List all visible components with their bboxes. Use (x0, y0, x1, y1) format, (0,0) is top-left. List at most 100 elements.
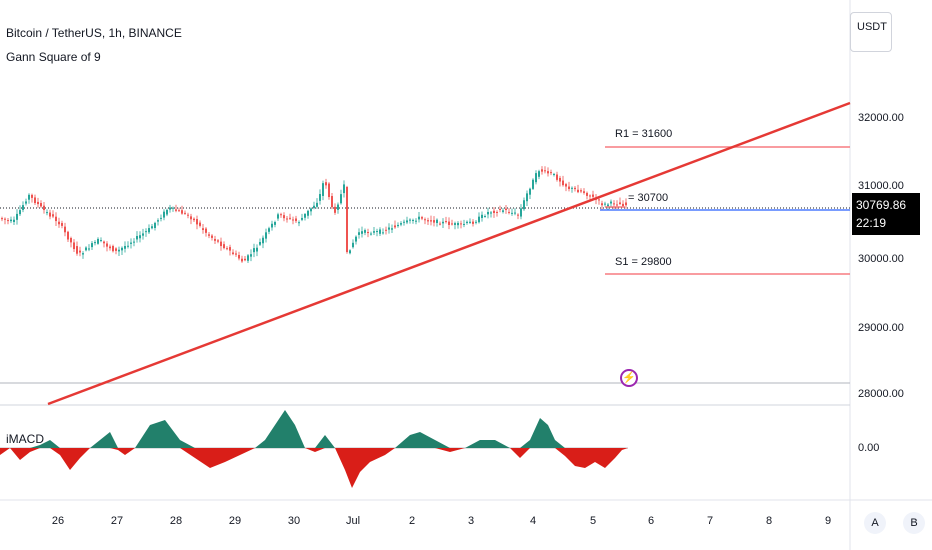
candle-body (193, 218, 195, 221)
candle-body (562, 180, 564, 186)
candlestick-series[interactable] (1, 166, 627, 263)
candle-body (517, 214, 519, 216)
candle-body (460, 223, 462, 225)
candle-body (415, 220, 417, 222)
candle-body (349, 250, 351, 254)
gann-s1-label: S1 = 29800 (615, 256, 672, 268)
candle-body (190, 216, 192, 220)
auto-scale-button[interactable]: A (864, 512, 886, 534)
candle-body (481, 214, 483, 219)
time-axis-label: 27 (110, 515, 124, 527)
time-axis-label: 3 (467, 515, 475, 527)
candle-body (619, 202, 621, 205)
candle-body (274, 222, 276, 225)
macd-title[interactable]: iMACD (6, 432, 44, 446)
time-axis-label: 7 (706, 515, 714, 527)
candle-body (289, 217, 291, 219)
event-flash-icon[interactable]: ⚡ (620, 369, 638, 387)
candle-body (391, 228, 393, 230)
time-axis-label: 5 (589, 515, 597, 527)
candle-body (547, 171, 549, 174)
candle-body (316, 202, 318, 207)
time-axis-label: 29 (228, 515, 242, 527)
candle-body (505, 208, 507, 211)
log-scale-button[interactable]: B (903, 512, 925, 534)
candle-body (409, 219, 411, 221)
currency-selector[interactable]: USDT (850, 12, 892, 52)
candle-body (253, 248, 255, 253)
price-axis-label: 29000.00 (858, 322, 904, 334)
candle-body (439, 223, 441, 225)
candle-body (463, 223, 465, 225)
candle-body (499, 208, 501, 210)
candle-body (325, 182, 327, 186)
candle-body (241, 258, 243, 262)
candle-body (319, 194, 321, 201)
candle-body (172, 207, 174, 209)
candle-body (112, 245, 114, 252)
candle-body (451, 223, 453, 225)
candle-body (31, 194, 33, 198)
macd-negative-area (0, 448, 628, 488)
candle-body (565, 184, 567, 187)
candle-body (94, 242, 96, 244)
candle-body (7, 220, 9, 222)
candle-body (151, 226, 153, 229)
time-axis-label: 9 (824, 515, 832, 527)
candle-body (352, 242, 354, 248)
candle-body (250, 254, 252, 257)
trendline[interactable] (47, 101, 851, 406)
candle-body (598, 199, 600, 201)
candle-body (571, 187, 573, 189)
price-axis-label: 28000.00 (858, 388, 904, 400)
candle-body (142, 233, 144, 236)
candle-body (301, 217, 303, 220)
candle-body (511, 212, 513, 214)
candle-body (577, 189, 579, 193)
candle-body (175, 209, 177, 211)
candle-body (244, 258, 246, 261)
symbol-title[interactable]: Bitcoin / TetherUS, 1h, BINANCE (6, 26, 182, 40)
candle-body (613, 203, 615, 205)
candle-body (46, 212, 48, 214)
candle-body (469, 221, 471, 223)
candle-body (457, 222, 459, 226)
candle-body (220, 241, 222, 247)
candle-body (607, 204, 609, 207)
candle-body (280, 214, 282, 216)
candle-body (310, 208, 312, 212)
indicator-title[interactable]: Gann Square of 9 (6, 50, 101, 64)
candle-body (130, 242, 132, 244)
candle-body (91, 243, 93, 248)
candle-body (115, 248, 117, 251)
candle-body (406, 220, 408, 223)
candle-body (292, 219, 294, 221)
candle-body (58, 221, 60, 225)
candle-body (478, 216, 480, 223)
candle-body (73, 242, 75, 250)
candle-body (127, 245, 129, 247)
candle-body (343, 184, 345, 194)
candle-body (136, 235, 138, 240)
candle-body (529, 188, 531, 195)
last-price-value: 30769.86 (856, 198, 907, 212)
candle-body (322, 183, 324, 196)
candle-body (418, 216, 420, 220)
candle-body (214, 238, 216, 241)
gann-r1-label: R1 = 31600 (615, 128, 673, 140)
candle-body (163, 211, 165, 218)
price-axis-label: 30000.00 (858, 253, 904, 265)
candle-body (196, 219, 198, 225)
candle-body (334, 206, 336, 213)
candle-body (229, 247, 231, 251)
candle-body (232, 252, 234, 255)
candle-body (448, 221, 450, 225)
candle-body (556, 174, 558, 180)
candle-body (13, 219, 15, 223)
candle-body (370, 233, 372, 235)
candle-body (328, 183, 330, 198)
candle-body (625, 202, 627, 206)
candle-body (337, 204, 339, 210)
candle-body (532, 179, 534, 189)
